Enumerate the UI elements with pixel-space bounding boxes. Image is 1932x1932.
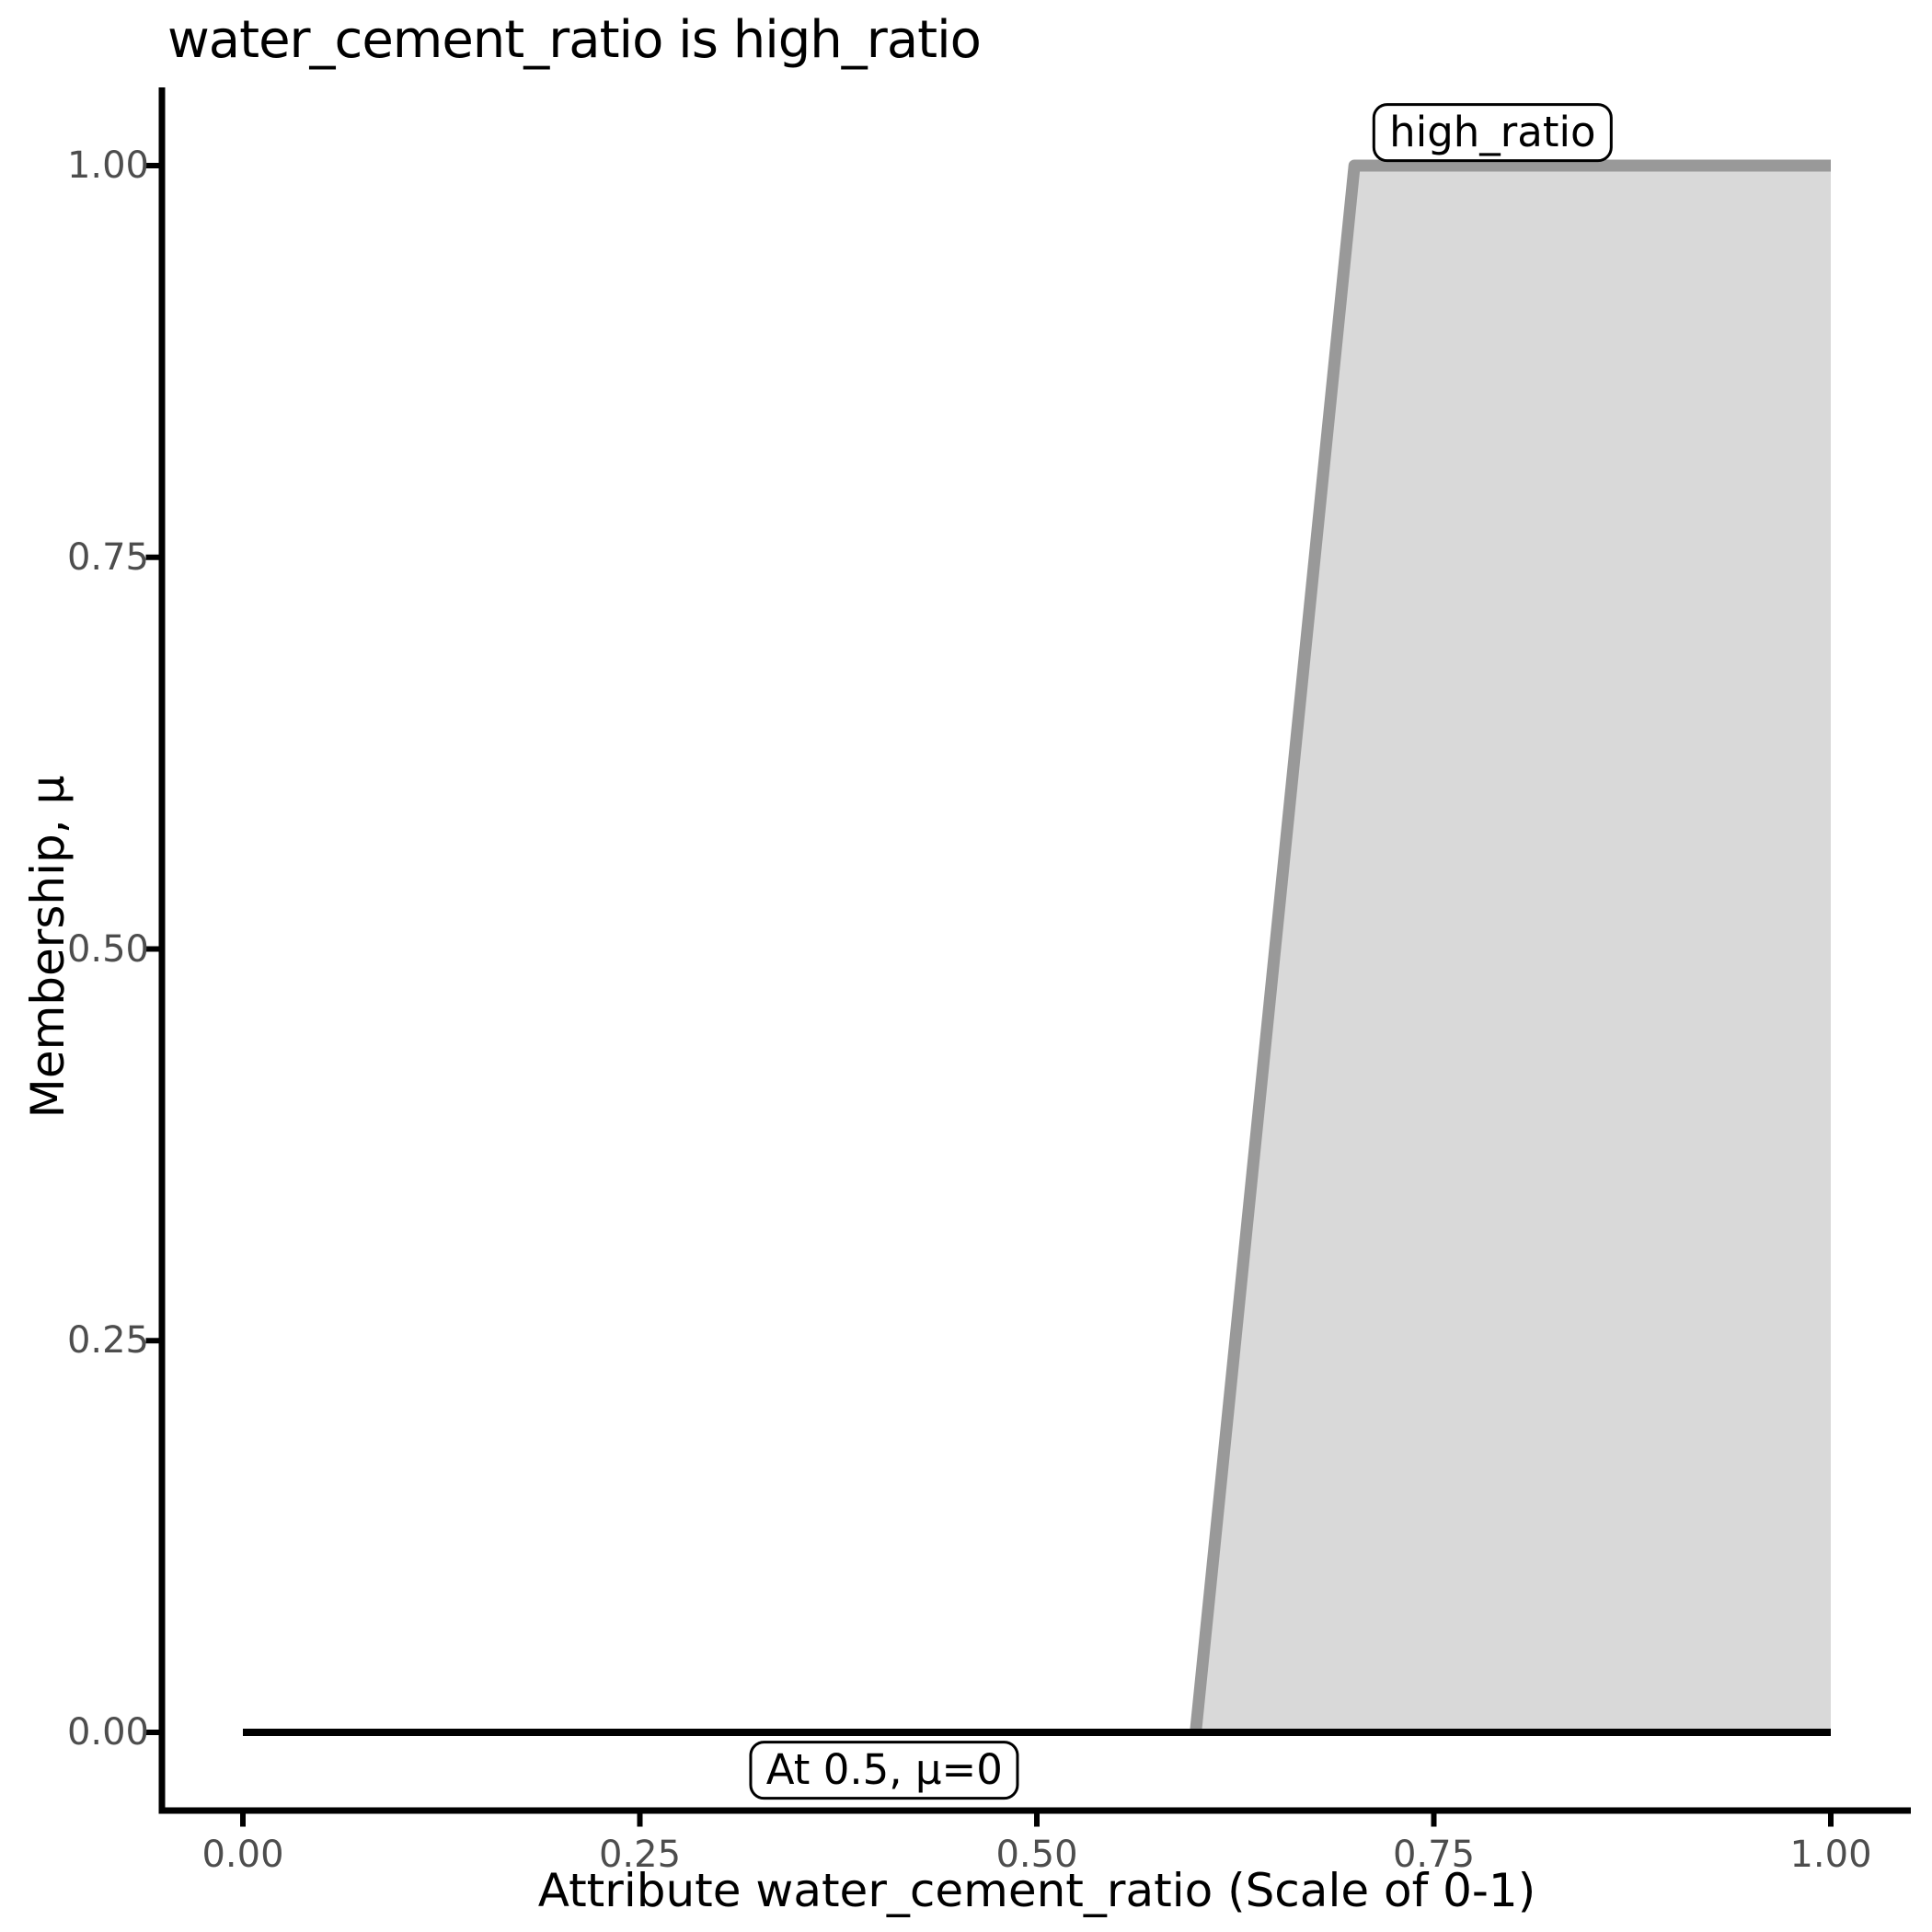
y-tick-label: 0.25	[66, 1319, 149, 1363]
membership-line	[1190, 159, 1831, 1733]
membership-area-fill	[1195, 166, 1831, 1732]
x-tick-label: 0.75	[1392, 1834, 1476, 1876]
x-axis-title: Attribute water_cement_ratio (Scale of 0…	[537, 1864, 1536, 1917]
y-tick-label: 1.00	[66, 144, 149, 187]
x-tick-label: 0.25	[598, 1834, 682, 1876]
plot-title: water_cement_ratio is high_ratio	[167, 10, 982, 70]
x-tick-label: 1.00	[1789, 1834, 1872, 1876]
activation-annotation: At 0.5, μ=0	[749, 1740, 1019, 1800]
y-tick-label: 0.00	[66, 1711, 149, 1754]
y-tick-label: 0.75	[66, 535, 149, 579]
x-tick-label: 0.50	[995, 1834, 1078, 1876]
x-tick-label: 0.00	[201, 1834, 284, 1876]
set-name-annotation: high_ratio	[1373, 103, 1613, 163]
y-tick-label: 0.50	[66, 927, 149, 971]
